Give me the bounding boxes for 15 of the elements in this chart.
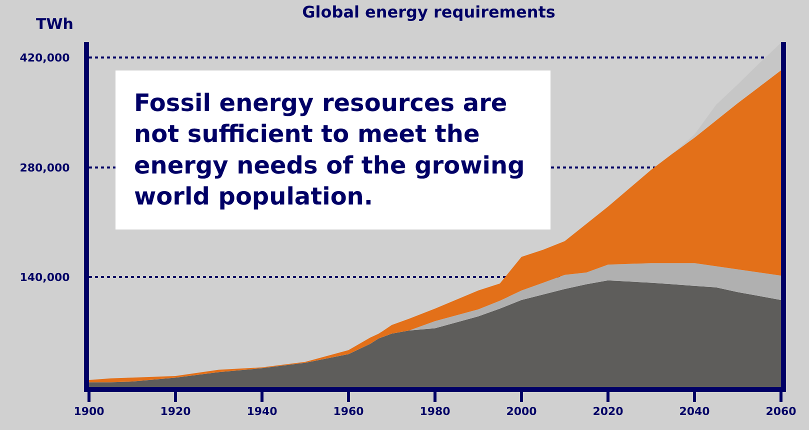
x-tick-label: 2040 xyxy=(679,405,710,418)
x-tick-label: 1980 xyxy=(420,405,451,418)
annotation: Fossil energy resources are not sufficient to meet the energy needs of the growing world population. xyxy=(134,89,525,211)
x-tick-label: 2060 xyxy=(766,405,797,418)
y-tick-label: 140,000 xyxy=(20,271,70,284)
x-tick-label: 1900 xyxy=(74,405,105,418)
y-axis-title: TWh xyxy=(36,15,74,33)
x-tick-label: 1960 xyxy=(333,405,364,418)
x-tick-label: 1920 xyxy=(160,405,192,418)
chart-title: Global energy requirements xyxy=(302,2,556,22)
x-tick-label: 2000 xyxy=(506,405,538,418)
x-tick-label: 1940 xyxy=(246,405,278,418)
y-tick-label: 280,000 xyxy=(20,161,70,174)
y-tick-label: 420,000 xyxy=(20,52,70,65)
x-tick-label: 2020 xyxy=(592,405,624,418)
